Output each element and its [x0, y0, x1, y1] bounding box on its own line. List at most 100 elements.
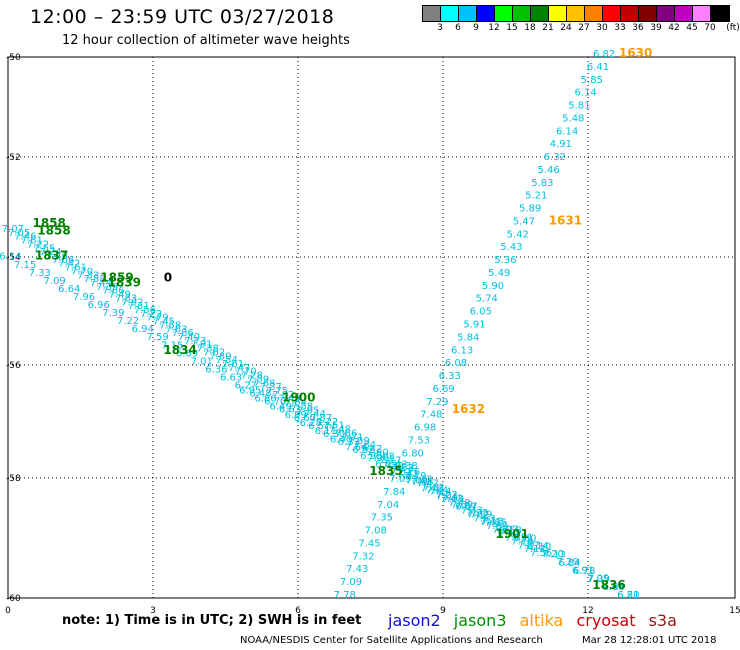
altika-wave-height: 5.49	[488, 268, 510, 279]
jason3-wave-height: 7.04	[436, 492, 458, 503]
jason3-wave-height: 7.13	[544, 550, 566, 561]
pass-time-label: 1901	[495, 527, 528, 541]
scale-label: 39	[650, 23, 662, 33]
scale-swatch	[693, 6, 711, 21]
footer-note: note: 1) Time is in UTC; 2) SWH is in fe…	[62, 613, 362, 628]
altika-wave-height: 6.08	[445, 358, 467, 369]
altika-wave-height: 7.08	[365, 526, 387, 537]
x-tick-label: 9	[440, 606, 446, 616]
jason3-wave-height: 7.29	[557, 557, 579, 568]
jason3-wave-height: 7.11	[499, 529, 521, 540]
jason3-wave-height: 7.92	[121, 297, 143, 308]
jason3-wave-height: 6.70	[264, 397, 286, 408]
pass-time-label: 1900	[282, 391, 315, 405]
altika-wave-height: 7.53	[408, 435, 430, 446]
jason3-wave-height: 7.39	[588, 574, 610, 585]
jason3-wave-height: 7.62	[467, 509, 489, 520]
jason3-wave-height: 7.10	[529, 542, 551, 553]
jason3-wave-height: 7.09	[406, 475, 428, 486]
scale-label: 30	[596, 23, 608, 33]
scale-swatch	[603, 6, 621, 21]
scale-label: 27	[578, 23, 590, 33]
jason3-wave-height: 7.40	[178, 332, 200, 343]
jason3-wave-height: 7.69	[486, 521, 508, 532]
jason3-wave-height: 7.14	[429, 486, 451, 497]
scale-swatch	[639, 6, 657, 21]
jason3-wave-height: 7.05	[587, 574, 609, 585]
jason3-wave-height: 6.80	[617, 590, 639, 601]
jason3-wave-height: 7.05	[8, 228, 30, 239]
credit-line: NOAA/NESDIS Center for Satellite Applica…	[240, 635, 543, 646]
scale-label: 6	[455, 23, 461, 33]
jason3-wave-height: 7.15	[14, 260, 36, 271]
altika-wave-height: 7.32	[352, 551, 374, 562]
jason3-wave-height: 7.48	[448, 498, 470, 509]
scale-label: 12	[488, 23, 500, 33]
jason3-wave-height: 7.56	[530, 548, 552, 559]
jason3-wave-height: 7.65	[485, 518, 507, 529]
jason3-wave-height: 6.60	[294, 413, 316, 424]
map-subtitle: 12 hour collection of altimeter wave hei…	[62, 33, 350, 48]
jason3-wave-height: 7.39	[102, 308, 124, 319]
jason3-wave-height: 7.17	[379, 455, 401, 466]
y-tick-label: -50	[6, 53, 21, 63]
scale-label: 42	[668, 23, 680, 33]
altika-wave-height: 6.13	[451, 345, 473, 356]
jason3-wave-height: 7.38	[197, 344, 219, 355]
jason3-wave-height: 7.15	[161, 340, 183, 351]
jason3-wave-height: 7.07	[496, 525, 518, 536]
jason3-wave-height: 7.61	[65, 263, 87, 274]
jason3-wave-height: 7.66	[102, 286, 124, 297]
jason3-wave-height: 7.30	[514, 534, 536, 545]
jason3-wave-height: 7.69	[451, 500, 473, 511]
jason3-wave-height: 7.42	[360, 444, 382, 455]
y-tick-label: -52	[6, 153, 21, 163]
jason3-wave-height: 6.37	[338, 437, 360, 448]
jason3-wave-height: 7.95	[297, 405, 319, 416]
scale-swatch	[585, 6, 603, 21]
jason3-wave-height: 7.58	[159, 320, 181, 331]
jason3-wave-height: 7.44	[304, 409, 326, 420]
altika-wave-height: 7.43	[346, 564, 368, 575]
pass-time-label: 0	[164, 270, 172, 284]
jason3-wave-height: 6.58	[500, 526, 522, 537]
jason3-wave-height: 7.61	[222, 359, 244, 370]
jason3-wave-height: 7.82	[272, 390, 294, 401]
y-tick-label: -60	[6, 594, 21, 604]
y-tick-label: -56	[6, 361, 21, 371]
scale-swatch	[549, 6, 567, 21]
map-title: 12:00 – 23:59 UTC 03/27/2018	[30, 6, 335, 28]
jason3-wave-height: 6.96	[88, 300, 110, 311]
altika-wave-height: 6.33	[439, 371, 461, 382]
sat-label-cryosat: cryosat	[576, 611, 636, 630]
jason3-wave-height: 7.90	[366, 448, 388, 459]
altika-wave-height: 5.36	[494, 255, 516, 266]
jason3-wave-height: 6.36	[205, 365, 227, 376]
jason3-wave-height: 7.06	[367, 453, 389, 464]
pass-time-label: 1631	[549, 214, 582, 228]
altika-wave-height: 5.89	[519, 204, 541, 215]
jason3-wave-height: 6.28	[300, 418, 322, 429]
altika-wave-height: 7.04	[377, 500, 399, 511]
jason3-wave-height: 7.55	[33, 243, 55, 254]
scale-swatch	[567, 6, 585, 21]
altika-wave-height: 6.41	[587, 62, 609, 73]
jason3-wave-height: 7.49	[109, 290, 131, 301]
scale-label: 33	[614, 23, 626, 33]
sat-label-altika: altika	[519, 611, 564, 630]
scale-swatch	[711, 6, 729, 21]
jason3-wave-height: 7.84	[354, 440, 376, 451]
jason3-wave-height: 7.33	[461, 506, 483, 517]
jason3-wave-height: 6.63	[220, 373, 242, 384]
jason3-wave-height: 7.09	[442, 494, 464, 505]
jason3-wave-height: 6.95	[360, 451, 382, 462]
jason3-wave-height: 7.24	[39, 247, 61, 258]
jason3-wave-height: 7.59	[247, 374, 269, 385]
jason3-wave-height: 7.06	[52, 255, 74, 266]
jason3-wave-height: 7.56	[134, 305, 156, 316]
jason3-wave-height: 7.66	[335, 428, 357, 439]
jason3-wave-height: 7.61	[21, 236, 43, 247]
scale-swatch	[477, 6, 495, 21]
jason3-wave-height: 7.31	[390, 467, 412, 478]
